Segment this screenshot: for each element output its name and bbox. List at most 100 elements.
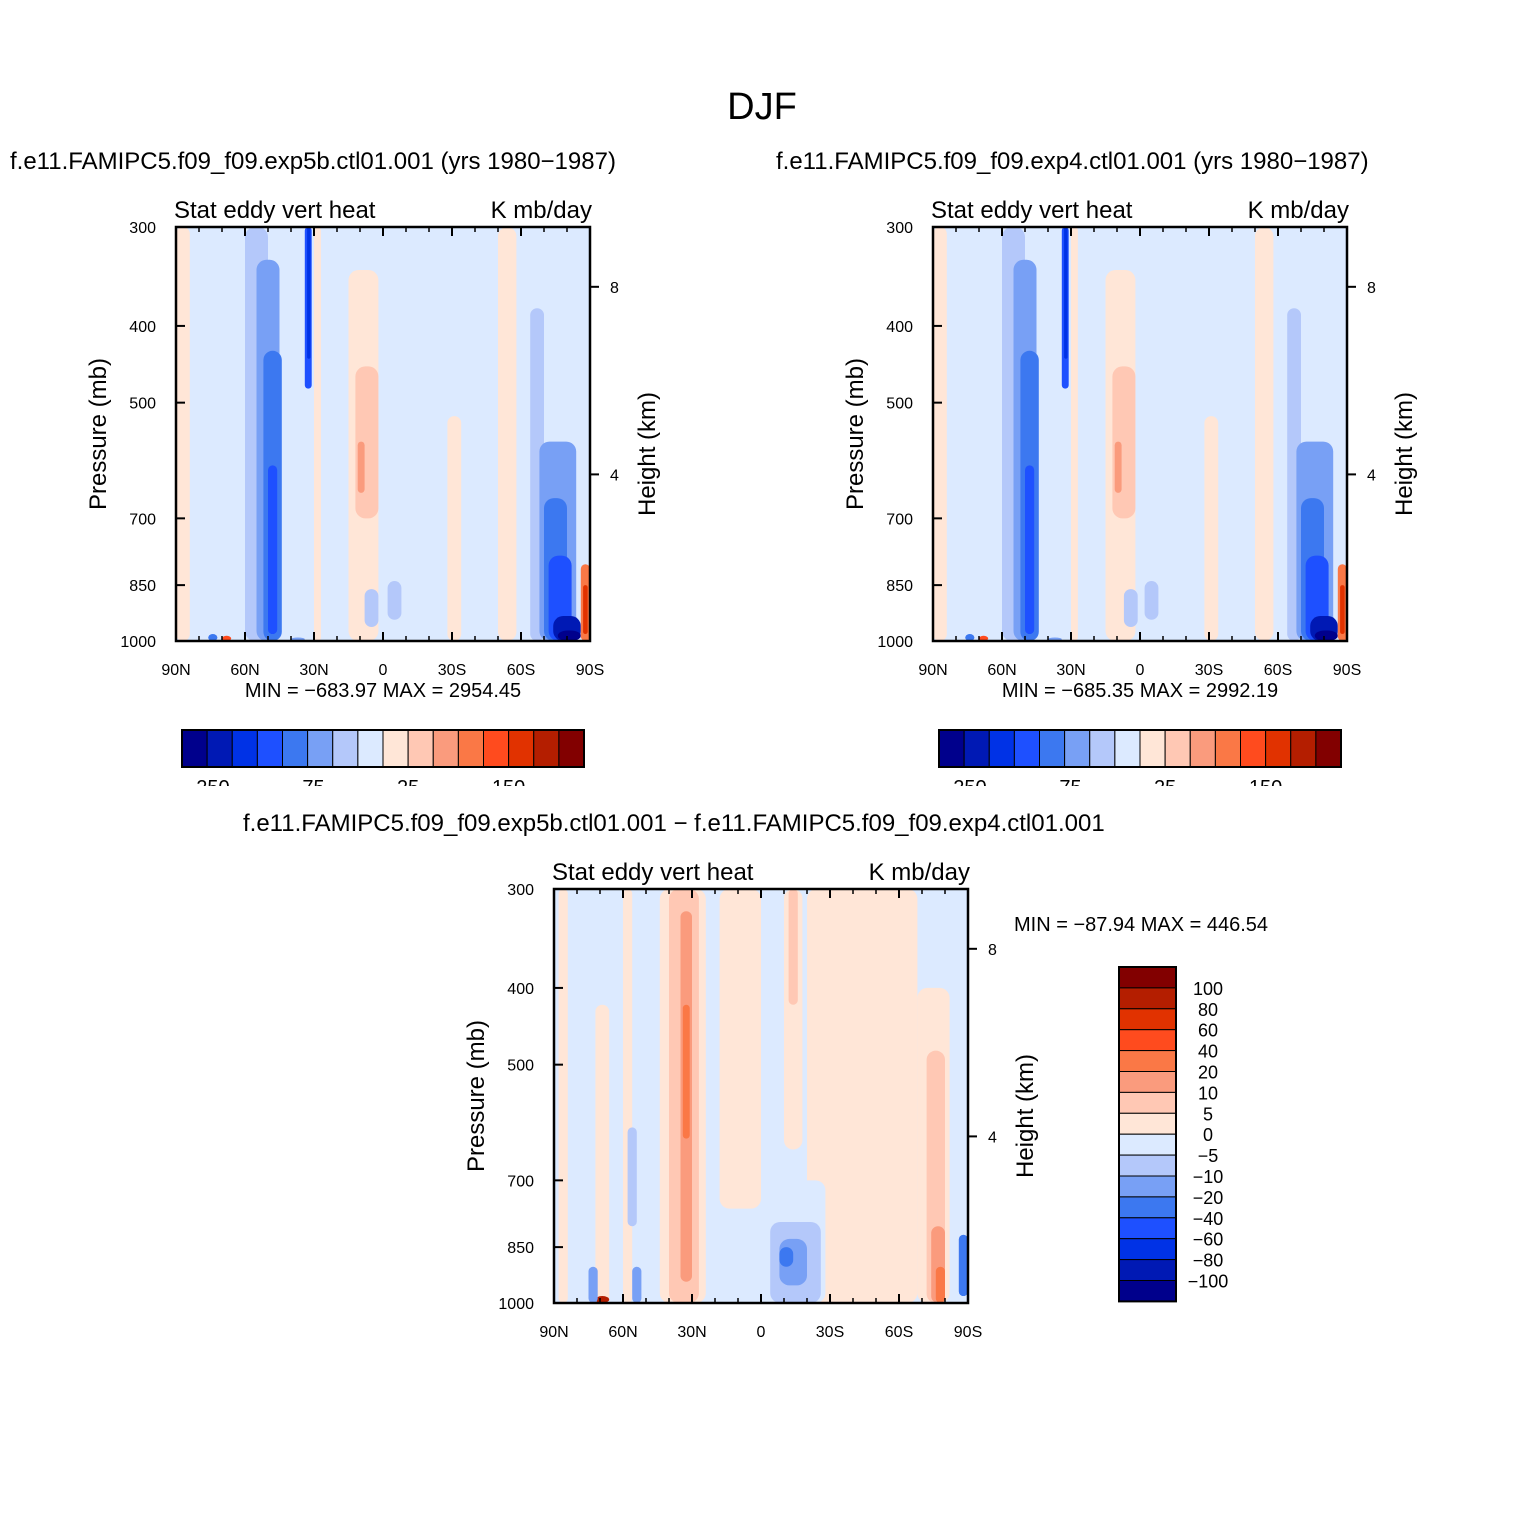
panel1-contour-region: [498, 227, 517, 641]
panel1-colorbar-swatch: [407, 729, 434, 768]
panel3-contour-region: [632, 1266, 642, 1303]
figure-title: DJF: [727, 86, 797, 128]
panel3-contour-region: [784, 889, 803, 1150]
panel2-contour-region: [1025, 465, 1035, 635]
panel3-y-tick-label: 400: [507, 981, 534, 998]
panel2-x-tick-label: 60N: [987, 662, 1016, 679]
panel3-colorbar-label: 60: [1198, 1021, 1218, 1041]
panel3-x-tick-label: 30N: [677, 1324, 706, 1341]
panel1-x-tick-label: 90S: [576, 662, 604, 679]
panel3-colorbar-label: 0: [1203, 1125, 1213, 1145]
panel3-colorbar-swatch: [1118, 1008, 1177, 1031]
panel3-colorbar-swatch: [1118, 1154, 1177, 1177]
panel1-y2-tick-label: 8: [610, 280, 619, 297]
panel2-case-title: f.e11.FAMIPC5.f09_f09.exp4.ctl01.001 (yr…: [776, 148, 1369, 175]
panel3-colorbar-label: 40: [1198, 1042, 1218, 1062]
panel1-units-label: K mb/day: [491, 197, 592, 224]
panel1-field-background: [176, 227, 590, 641]
panel3-colorbar-label: 5: [1203, 1104, 1213, 1124]
panel3-y-axis-title: Pressure (mb): [463, 1020, 490, 1172]
panel1-x-tick-label: 30N: [299, 662, 328, 679]
panel2-contour-region: [979, 635, 989, 641]
panel2-contour-region: [1123, 589, 1138, 627]
panel1-contour-region: [208, 634, 218, 641]
panel1-colorbar-swatch: [256, 729, 283, 768]
panel2-contour-region: [1204, 416, 1219, 641]
panel3-colorbar-swatch: [1118, 1280, 1177, 1302]
panel3-plot: 90N 60N 30N 0 30S 60S 90S300400500700850100084…: [463, 859, 1268, 1341]
panel2-x-tick-label: 90S: [1333, 662, 1361, 679]
panel3-contour-region: [719, 889, 761, 1209]
panel2-contour-region: [1255, 227, 1274, 641]
panel3-colorbar-label: −60: [1193, 1230, 1224, 1250]
panel2-colorbar-swatch: [988, 729, 1015, 768]
panel1-x-tick-label: 30S: [438, 662, 466, 679]
panel1-minmax: MIN = −683.97 MAX = 2954.45: [245, 680, 521, 702]
panel2-y2-tick-label: 8: [1367, 280, 1376, 297]
panel2-y-tick-label: 850: [886, 578, 913, 595]
panel3-colorbar-swatch: [1118, 966, 1177, 989]
panel1-y2-tick-label: 4: [610, 467, 619, 484]
panel1-x-tick-label: 60N: [230, 662, 259, 679]
panel3-case-title: f.e11.FAMIPC5.f09_f09.exp5b.ctl01.001 − …: [243, 810, 1105, 837]
panel2-colorbar-swatch: [1164, 729, 1191, 768]
panel2-colorbar-swatch: [1089, 729, 1116, 768]
panel3-colorbar-label: −80: [1193, 1251, 1224, 1271]
panel1-y-tick-label: 400: [129, 319, 156, 336]
panel3-colorbar-label: −20: [1193, 1188, 1224, 1208]
panel3-contour-region: [588, 1266, 598, 1303]
panel2-colorbar-swatch: [963, 729, 990, 768]
panel2-y-tick-label: 400: [886, 319, 913, 336]
panel3-contour-region: [807, 889, 918, 1303]
panel3-contour-region: [595, 1004, 610, 1303]
panel3-x-tick-label: 90N: [539, 1324, 568, 1341]
panel2-contour-region: [965, 634, 975, 641]
panel1-case-title: f.e11.FAMIPC5.f09_f09.exp5b.ctl01.001 (y…: [10, 148, 616, 175]
panel3-colorbar-swatch: [1118, 1091, 1177, 1114]
panel3-y-tick-label: 500: [507, 1058, 534, 1075]
panel3-colorbar-label: −10: [1193, 1167, 1224, 1187]
panel2-contour-region: [1112, 366, 1136, 519]
panel1-y-tick-label: 850: [129, 578, 156, 595]
panel1-colorbar-label: 25: [397, 777, 419, 786]
panel2-colorbar-swatch: [1013, 729, 1040, 768]
panel2-colorbar-swatch: [1189, 729, 1216, 768]
panel1-contour-region: [222, 635, 232, 641]
panel2-x-tick-label: 60S: [1264, 662, 1292, 679]
panel2-colorbar-label: −250: [942, 777, 987, 786]
panel2-contour-region: [1314, 630, 1338, 641]
panel1-colorbar-label: 150: [492, 777, 525, 786]
panel2-colorbar-swatch: [1265, 729, 1292, 768]
panel3-x-tick-label: 60N: [608, 1324, 637, 1341]
panel3-colorbar-label: 80: [1198, 1000, 1218, 1020]
panel1-colorbar-swatch: [457, 729, 484, 768]
panel2-y-tick-label: 700: [886, 511, 913, 528]
panel1-y-tick-label: 700: [129, 511, 156, 528]
panel2-contour-region: [1114, 441, 1122, 493]
panel1-contour-region: [583, 585, 588, 635]
panel2-y-tick-label: 500: [886, 396, 913, 413]
panel2-contour-region: [1071, 227, 1078, 641]
panel1-colorbar-swatch: [357, 729, 384, 768]
panel1-contour-fill: [176, 227, 590, 641]
panel3-colorbar-swatch: [1118, 1175, 1177, 1198]
panel3-colorbar-label: −40: [1193, 1209, 1224, 1229]
panel1-contour-region: [268, 465, 278, 635]
panel2-colorbar-swatch: [1114, 729, 1141, 768]
panel2-minmax: MIN = −685.35 MAX = 2992.19: [1002, 680, 1278, 702]
panel3-minmax: MIN = −87.94 MAX = 446.54: [1014, 914, 1268, 936]
panel2-contour-region: [933, 227, 947, 641]
panel1-colorbar-swatch: [432, 729, 459, 768]
panel3-y-tick-label: 1000: [498, 1296, 534, 1313]
panel1-colorbar-swatch: [282, 729, 309, 768]
panel1-field-label: Stat eddy vert heat: [174, 197, 376, 224]
panel2-contour-region: [1340, 585, 1345, 635]
panel2-x-tick-label: 30N: [1056, 662, 1085, 679]
panel1-y-tick-label: 500: [129, 396, 156, 413]
panel1-colorbar-label: −75: [291, 777, 325, 786]
panel3-y2-tick-label: 4: [988, 1129, 997, 1146]
panel2-colorbar-frame: [938, 729, 1342, 768]
panel2-x-tick-label: 90N: [918, 662, 947, 679]
panel1-y-axis-title: Pressure (mb): [85, 358, 112, 510]
panel1-colorbar-swatch: [181, 729, 208, 768]
